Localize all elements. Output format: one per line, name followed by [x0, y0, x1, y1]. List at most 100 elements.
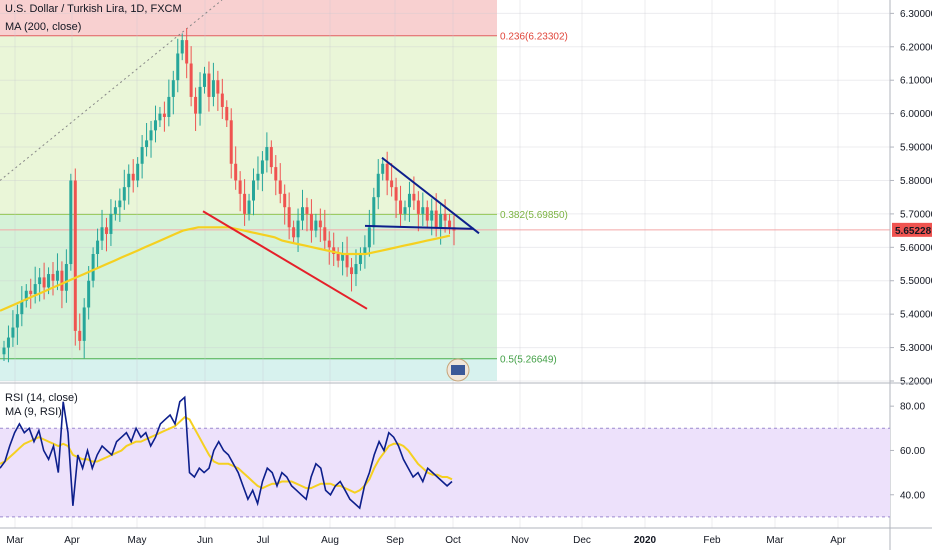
candle-body: [274, 167, 278, 181]
candle-body: [367, 227, 371, 248]
candle-body: [38, 277, 42, 285]
rsi-tick-label: 80.00: [900, 402, 925, 413]
candle-body: [327, 240, 331, 248]
fib-label: 0.236(6.23302): [500, 31, 568, 42]
candle-body: [229, 120, 233, 164]
rsi-ma-line: [0, 416, 453, 494]
candle-body: [73, 180, 77, 331]
candle-body: [247, 200, 251, 214]
candle-body: [78, 330, 82, 341]
price-tick-label: 6.30000: [900, 9, 932, 20]
candle-body: [399, 200, 403, 214]
candle-body: [390, 180, 394, 188]
candle-body: [189, 63, 193, 97]
candle-body: [162, 113, 166, 117]
candle-body: [314, 220, 318, 231]
candle-body: [345, 254, 349, 268]
ma200-legend: MA (200, close): [5, 21, 82, 33]
candle-body: [332, 247, 336, 254]
candle-body: [87, 280, 91, 308]
time-tick-label: Dec: [573, 535, 591, 546]
candle-body: [278, 180, 282, 194]
candle-body: [24, 290, 28, 301]
upper-wedge-line: [381, 156, 480, 235]
candle-body: [234, 163, 238, 181]
candle-body: [194, 96, 198, 114]
rsi-tick-label: 40.00: [900, 490, 925, 501]
fib-label: 0.5(5.26649): [500, 354, 557, 365]
candle-body: [198, 86, 202, 114]
time-tick-label: Jul: [257, 535, 270, 546]
candle-body: [296, 220, 300, 238]
rsi-line: [0, 395, 453, 510]
candle-body: [283, 193, 287, 208]
price-tick-label: 5.40000: [900, 310, 932, 321]
time-tick-label: Aug: [321, 535, 339, 546]
candle-body: [216, 80, 220, 94]
candle-body: [407, 193, 411, 208]
time-tick-label: Apr: [830, 535, 846, 546]
candle-body: [252, 180, 256, 201]
time-tick-label: Apr: [64, 535, 80, 546]
candle-body: [336, 254, 340, 261]
candle-body: [11, 327, 15, 338]
price-tick-label: 5.90000: [900, 143, 932, 154]
candle-body: [82, 307, 86, 341]
candle-body: [2, 347, 6, 355]
last-price-label: 5.65228: [895, 226, 932, 237]
price-tick-label: 5.60000: [900, 243, 932, 254]
candle-body: [394, 187, 398, 201]
candle-body: [91, 254, 95, 281]
candle-body: [185, 40, 189, 64]
price-tick-label: 5.30000: [900, 343, 932, 354]
candle-body: [15, 314, 19, 328]
time-tick-label: Feb: [703, 535, 721, 546]
time-tick-label: Mar: [766, 535, 784, 546]
falling-trendline: [202, 210, 368, 310]
candle-body: [243, 193, 247, 214]
time-tick-label: Sep: [386, 535, 404, 546]
price-tick-label: 5.80000: [900, 176, 932, 187]
candle-body: [153, 120, 157, 131]
candle-body: [64, 264, 68, 291]
candle-body: [113, 207, 117, 214]
candle-body: [238, 180, 242, 194]
price-tick-label: 6.00000: [900, 109, 932, 120]
candle-body: [301, 207, 305, 221]
candle-body: [42, 277, 46, 288]
candle-body: [421, 207, 425, 214]
candle-body: [225, 106, 229, 121]
candle-body: [29, 290, 33, 295]
candle-body: [140, 147, 144, 164]
candle-body: [305, 207, 309, 214]
candle-body: [69, 180, 73, 265]
rsi-band: [0, 428, 890, 517]
candle-body: [309, 213, 313, 231]
candle-body: [403, 207, 407, 214]
candle-body: [6, 337, 10, 348]
event-flag-icon-inner: [451, 365, 465, 375]
candle-body: [376, 173, 380, 198]
price-tick-label: 5.20000: [900, 377, 932, 388]
candle-body: [131, 173, 135, 181]
candle-body: [434, 210, 438, 228]
candle-body: [341, 254, 345, 261]
candle-body: [292, 227, 296, 238]
candle-body: [158, 113, 162, 121]
rsi-ma-legend: MA (9, RSI): [5, 406, 62, 418]
time-tick-label: Mar: [6, 535, 24, 546]
symbol-title: U.S. Dollar / Turkish Lira, 1D, FXCM: [5, 3, 182, 15]
candle-body: [20, 300, 24, 315]
candle-body: [385, 163, 389, 181]
ma200-line: [0, 226, 451, 312]
candle-body: [220, 93, 224, 107]
candle-body: [381, 163, 385, 174]
candle-body: [350, 267, 354, 275]
candle-body: [448, 220, 452, 228]
candle-body: [109, 213, 113, 234]
fib-zone-bottom: [0, 358, 497, 381]
candle-body: [136, 163, 140, 181]
candle-body: [372, 197, 376, 228]
price-tick-label: 5.50000: [900, 276, 932, 287]
